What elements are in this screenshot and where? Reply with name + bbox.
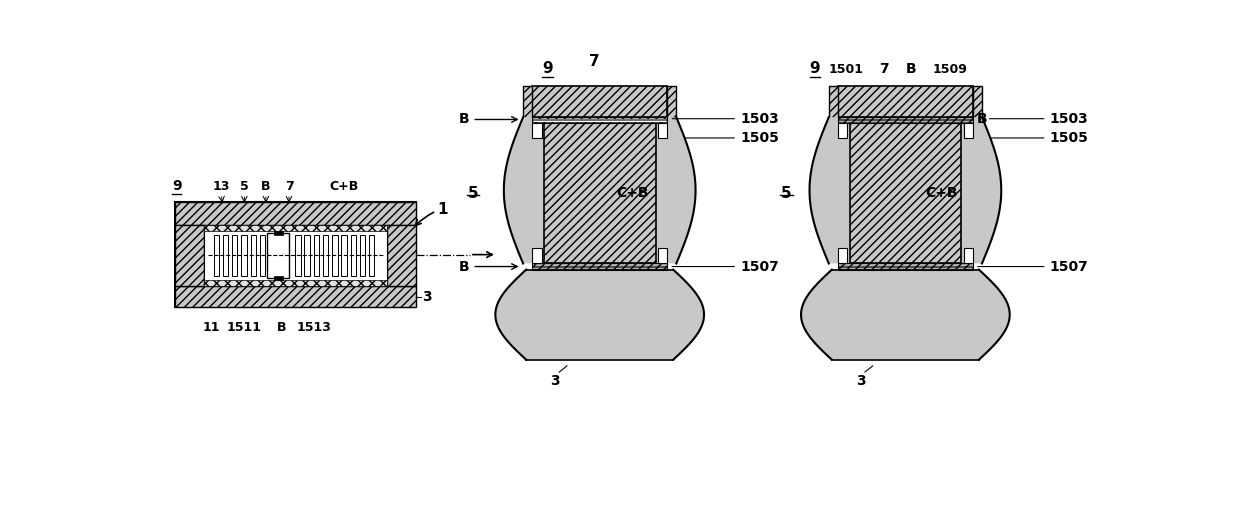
Text: 7: 7: [285, 180, 294, 193]
Bar: [658, 122, 667, 138]
Bar: [534, 119, 666, 122]
Bar: [838, 117, 972, 122]
Text: 5: 5: [241, 180, 249, 193]
Bar: [268, 233, 289, 278]
Bar: [544, 122, 656, 264]
Text: 13: 13: [212, 180, 229, 193]
Text: 9: 9: [172, 179, 181, 193]
Text: 7: 7: [879, 61, 889, 76]
Bar: [849, 122, 961, 264]
Bar: [322, 235, 329, 276]
Text: 3: 3: [551, 373, 560, 388]
Bar: [532, 117, 667, 122]
Polygon shape: [503, 117, 696, 264]
Bar: [205, 279, 387, 286]
Text: 11: 11: [202, 321, 219, 334]
Text: C+B: C+B: [926, 186, 959, 200]
Bar: [838, 264, 972, 270]
Text: 1509: 1509: [932, 62, 967, 76]
Bar: [658, 248, 667, 264]
Bar: [205, 225, 387, 286]
Bar: [838, 86, 972, 117]
Bar: [341, 235, 347, 276]
Bar: [250, 235, 255, 276]
Text: C+B: C+B: [330, 180, 360, 193]
Text: B: B: [906, 61, 916, 76]
Bar: [175, 202, 417, 307]
Text: 1503: 1503: [740, 112, 779, 125]
Bar: [295, 235, 300, 276]
Text: B: B: [277, 321, 286, 334]
Text: 1505: 1505: [740, 131, 779, 145]
Bar: [532, 248, 542, 264]
Text: 1505: 1505: [1050, 131, 1089, 145]
Bar: [304, 235, 310, 276]
Text: B: B: [262, 180, 270, 193]
Bar: [972, 86, 982, 121]
Text: B: B: [459, 112, 469, 126]
Bar: [274, 231, 283, 235]
Bar: [232, 235, 237, 276]
Bar: [175, 202, 417, 225]
Bar: [242, 235, 247, 276]
Text: 1: 1: [438, 202, 448, 217]
Bar: [223, 235, 228, 276]
Bar: [838, 122, 847, 138]
Polygon shape: [801, 270, 1009, 360]
Bar: [213, 235, 219, 276]
Bar: [828, 86, 838, 121]
Bar: [351, 235, 356, 276]
Text: 1501: 1501: [828, 62, 863, 76]
Text: 1503: 1503: [1050, 112, 1089, 125]
Bar: [963, 248, 972, 264]
Text: 9: 9: [810, 60, 820, 76]
Text: 5: 5: [467, 185, 479, 201]
Text: 1507: 1507: [1050, 260, 1089, 273]
Text: B: B: [977, 112, 987, 126]
Text: 1507: 1507: [740, 260, 779, 273]
Bar: [360, 235, 366, 276]
Bar: [205, 225, 387, 231]
Bar: [274, 276, 283, 279]
Bar: [387, 225, 417, 286]
Text: 3: 3: [422, 290, 432, 304]
Text: 5: 5: [781, 185, 791, 201]
Text: 3: 3: [857, 373, 866, 388]
Bar: [314, 235, 319, 276]
Bar: [175, 286, 417, 307]
Bar: [667, 86, 676, 121]
Bar: [532, 86, 667, 117]
Bar: [259, 235, 265, 276]
Text: 1511: 1511: [227, 321, 262, 334]
Text: 1513: 1513: [296, 321, 331, 334]
Text: B: B: [459, 260, 469, 273]
Bar: [532, 264, 667, 270]
Bar: [175, 225, 205, 286]
Text: 7: 7: [589, 54, 599, 70]
Bar: [963, 122, 972, 138]
Text: C+B: C+B: [616, 186, 649, 200]
Bar: [523, 86, 532, 121]
Polygon shape: [810, 117, 1001, 264]
Bar: [532, 122, 542, 138]
Bar: [332, 235, 337, 276]
Polygon shape: [495, 270, 704, 360]
Bar: [370, 235, 374, 276]
Text: 9: 9: [542, 60, 553, 76]
Bar: [838, 248, 847, 264]
